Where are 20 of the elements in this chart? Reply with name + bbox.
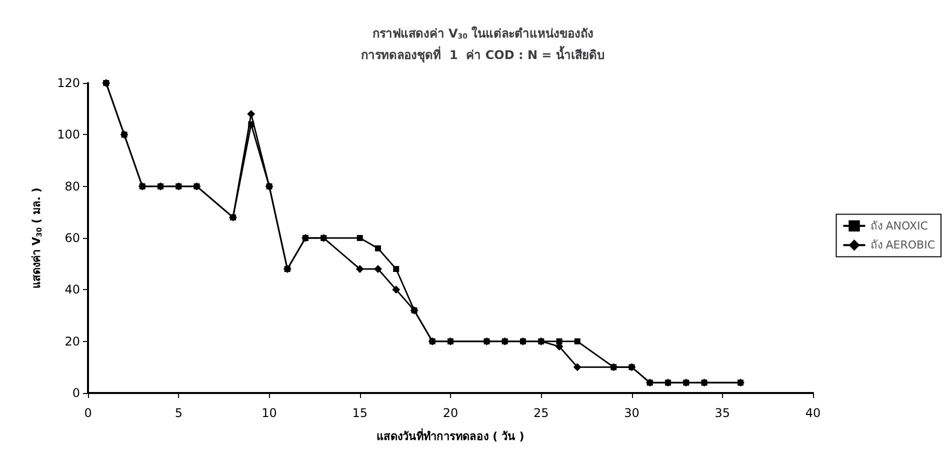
x-tick-label: 0: [84, 406, 92, 420]
x-axis-title: แสดงวันที่ทำการทดลอง ( วัน ): [376, 428, 524, 443]
y-tick-label: 80: [64, 179, 80, 194]
x-tick-label: 30: [624, 406, 640, 420]
y-tick-label: 60: [64, 231, 80, 245]
x-tick-label: 10: [262, 406, 277, 420]
chart-subtitle: การทดลองชุดที่ 1 ค่า COD : N = น้ำเสียดิบ: [361, 45, 605, 63]
x-tick-label: 5: [174, 406, 182, 420]
y-tick-label: 120: [57, 76, 80, 90]
y-tick-label: 20: [64, 334, 80, 348]
x-tick-label: 15: [352, 406, 368, 420]
y-tick-label: 100: [57, 128, 80, 142]
y-tick-label: 40: [64, 282, 80, 297]
x-tick-label: 25: [533, 406, 549, 420]
legend-label: ถัง AEROBIC: [870, 238, 936, 252]
y-tick-label: 0: [72, 386, 80, 400]
x-tick-label: 40: [805, 406, 821, 420]
legend-label: ถัง ANOXIC: [870, 219, 928, 232]
x-tick-label: 35: [714, 406, 730, 420]
x-tick-label: 20: [442, 406, 458, 420]
